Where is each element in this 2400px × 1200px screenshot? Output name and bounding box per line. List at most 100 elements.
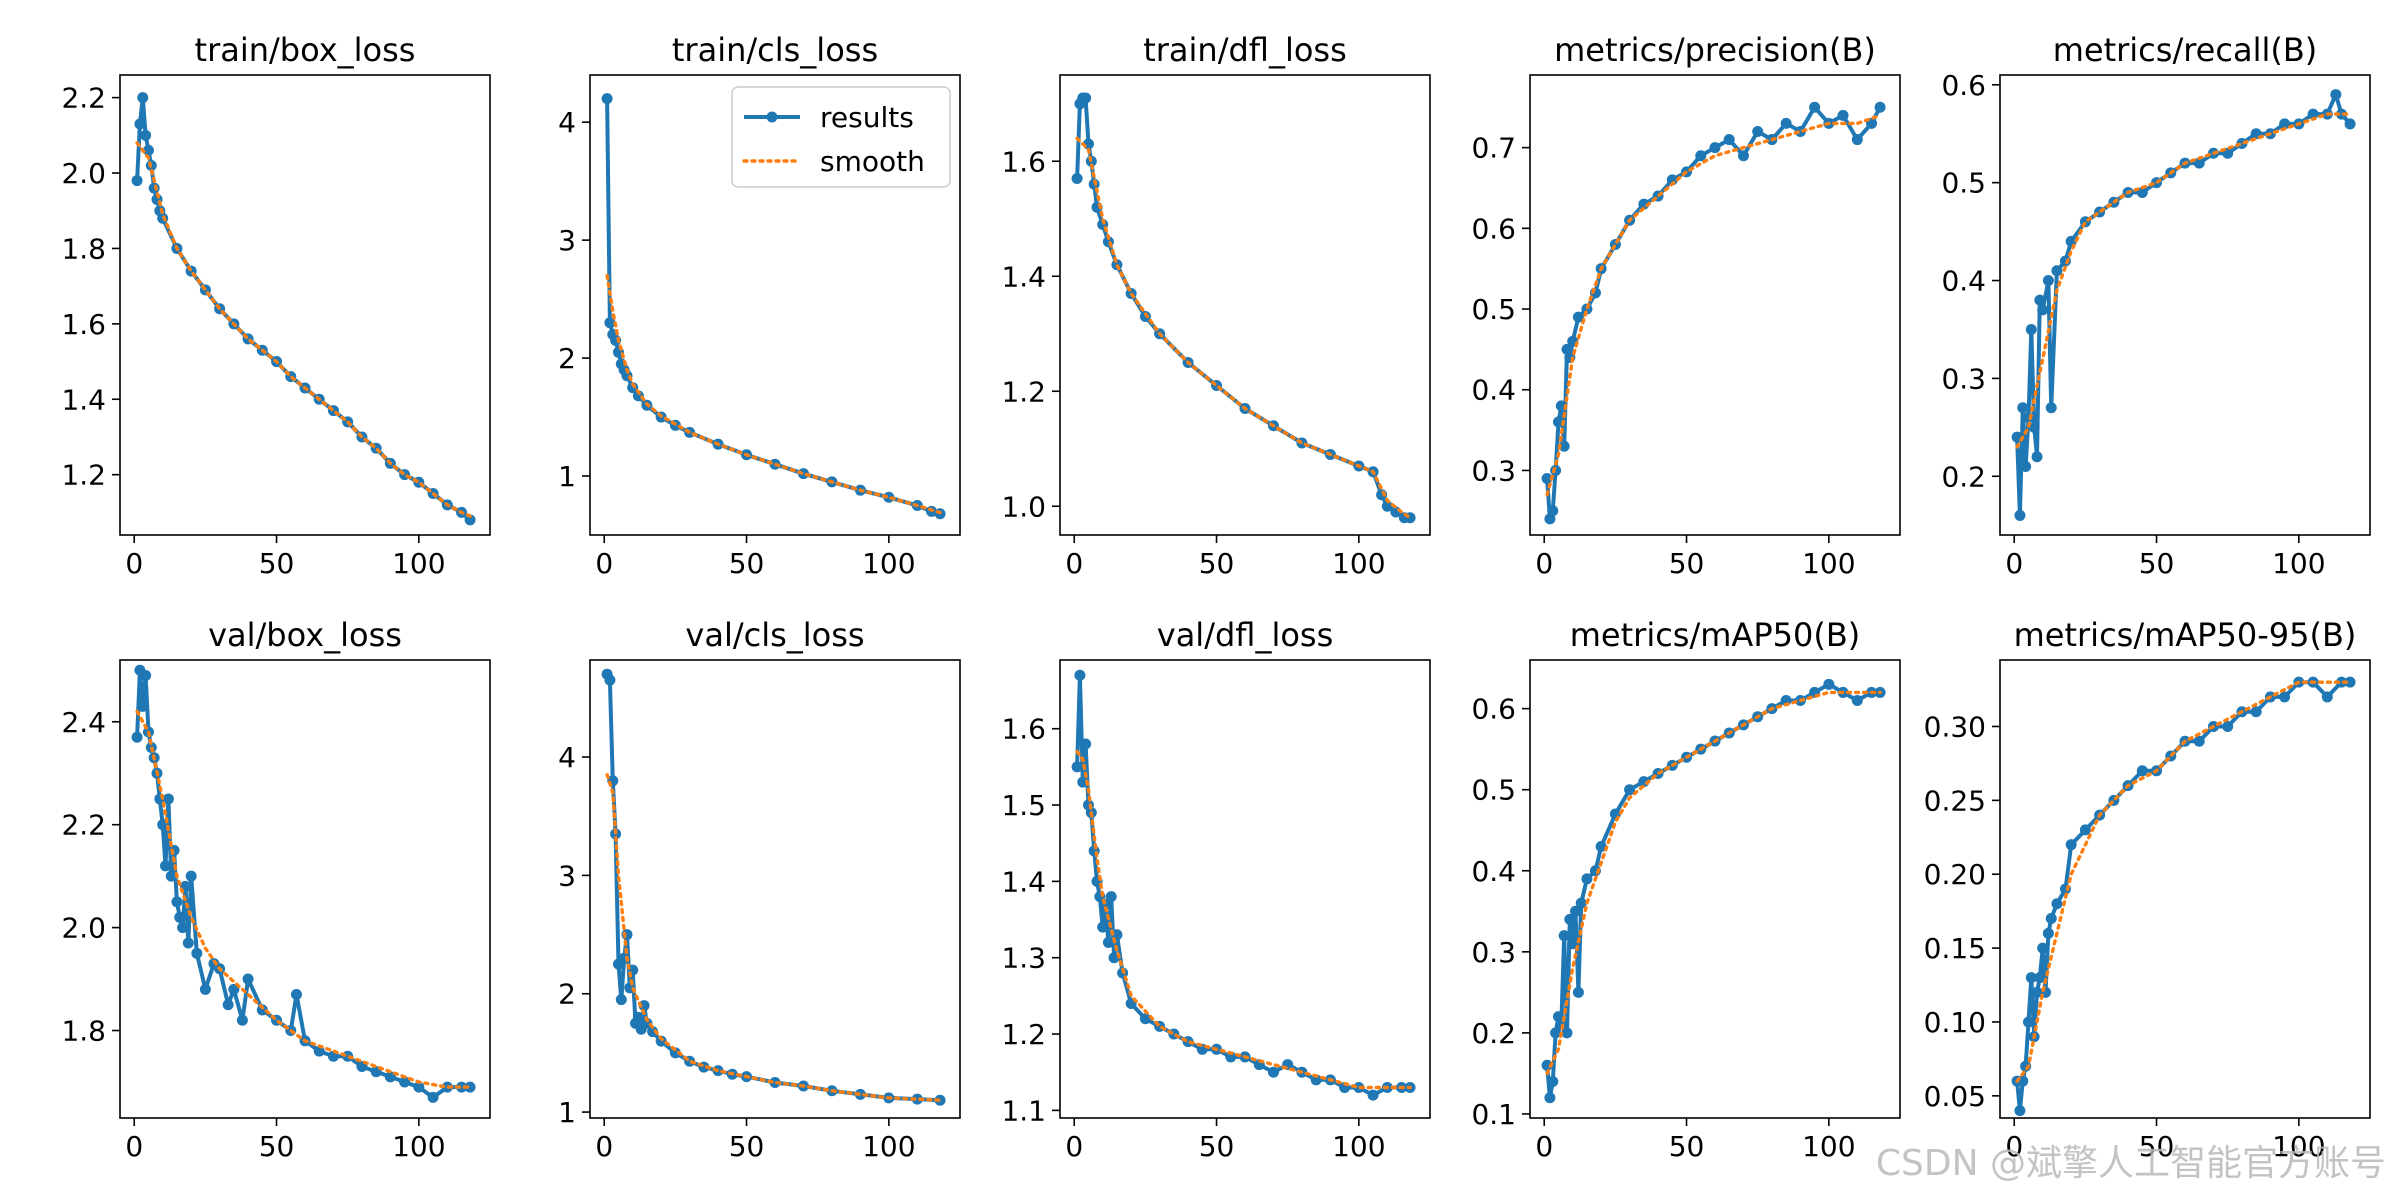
y-tick-label: 0.4 <box>1941 265 1986 298</box>
results-point <box>222 999 234 1011</box>
results-line <box>1545 105 1882 521</box>
results-point <box>171 896 183 908</box>
results-point <box>1794 125 1806 137</box>
results-point <box>1874 101 1886 113</box>
results-point <box>191 947 203 959</box>
results-point <box>2330 89 2342 101</box>
x-tick-label: 50 <box>2139 547 2175 580</box>
results-point <box>131 731 143 743</box>
results-point <box>2045 913 2057 925</box>
x-tick-label: 100 <box>2272 1130 2325 1163</box>
x-tick-label: 0 <box>2005 1130 2023 1163</box>
smooth-line <box>1545 113 1882 497</box>
results-point <box>1837 109 1849 121</box>
x-tick-label: 0 <box>595 1130 613 1163</box>
x-tick-label: 50 <box>1669 547 1705 580</box>
results-point <box>1581 873 1593 885</box>
axes-frame <box>119 74 491 536</box>
results-point <box>1097 921 1109 933</box>
results-point <box>1558 440 1570 452</box>
results-point <box>165 870 177 882</box>
results-point <box>2045 402 2057 414</box>
results-point <box>413 1081 425 1093</box>
results-point <box>627 382 639 394</box>
results-point <box>2051 898 2063 910</box>
y-tick-label: 1.3 <box>1001 942 1046 975</box>
results-point <box>2193 157 2205 169</box>
axes-frame <box>589 74 961 536</box>
y-tick-label: 1.4 <box>1001 865 1046 898</box>
x-tick-label: 50 <box>729 1130 765 1163</box>
axes-frame <box>119 659 491 1119</box>
results-point <box>1367 1089 1379 1101</box>
y-tick-label: 1.0 <box>1001 490 1046 523</box>
x-tick-label: 100 <box>1332 547 1385 580</box>
results-point <box>911 1093 923 1105</box>
results-point <box>1558 930 1570 942</box>
y-tick-label: 4 <box>558 106 576 139</box>
results-point <box>1823 678 1835 690</box>
chart-panel: train/box_loss 0 50 100 1.2 1.4 1.6 1.8 2.0 2.2 <box>61 31 491 580</box>
smooth-line <box>605 773 942 1102</box>
y-tick-label: 0.30 <box>1924 710 1986 743</box>
panel-title: val/box_loss <box>208 616 402 654</box>
smooth-line <box>1075 749 1412 1090</box>
results-point <box>2025 323 2037 335</box>
axes-frame <box>1529 74 1901 536</box>
y-tick-label: 0.10 <box>1924 1006 1986 1039</box>
y-tick-label: 2.2 <box>61 809 106 842</box>
y-tick-label: 1.2 <box>61 459 106 492</box>
x-tick-label: 100 <box>1802 1130 1855 1163</box>
y-tick-label: 1.4 <box>61 383 106 416</box>
results-point <box>2034 972 2046 984</box>
panel-title: metrics/precision(B) <box>1554 31 1876 69</box>
results-point <box>647 1026 659 1038</box>
results-point <box>2014 1105 2026 1117</box>
x-tick-label: 0 <box>1065 1130 1083 1163</box>
smooth-line <box>2015 680 2352 1083</box>
results-point <box>2014 509 2026 521</box>
results-point <box>2222 720 2234 732</box>
y-tick-label: 0.4 <box>1471 855 1516 888</box>
results-point <box>142 144 154 156</box>
panel-title: train/dfl_loss <box>1143 31 1347 69</box>
results-point <box>177 922 189 934</box>
results-point <box>131 175 143 187</box>
y-tick-label: 2 <box>558 342 576 375</box>
results-line <box>1075 96 1411 520</box>
results-point <box>638 1000 650 1012</box>
y-tick-label: 2.2 <box>61 82 106 115</box>
results-point <box>797 468 809 480</box>
results-point <box>1581 303 1593 315</box>
y-tick-label: 0.7 <box>1471 132 1516 165</box>
results-point <box>1071 761 1083 773</box>
y-tick-label: 1.6 <box>1001 145 1046 178</box>
results-point <box>199 983 211 995</box>
y-tick-label: 2.0 <box>61 912 106 945</box>
results-point <box>256 1004 268 1016</box>
results-point <box>174 911 186 923</box>
legend-results-label: results <box>820 101 914 134</box>
y-tick-label: 1.8 <box>61 232 106 265</box>
results-point <box>615 994 627 1006</box>
results-point <box>1267 1066 1279 1078</box>
y-tick-label: 2.4 <box>61 706 106 739</box>
results-point <box>160 860 172 872</box>
y-tick-label: 2 <box>558 978 576 1011</box>
results-point <box>1737 150 1749 162</box>
y-tick-label: 0.6 <box>1471 212 1516 245</box>
results-point <box>290 988 302 1000</box>
results-point <box>1780 117 1792 129</box>
chart-panel: val/box_loss 0 50 100 1.8 2.0 2.2 2.4 <box>61 616 491 1163</box>
results-point <box>2037 942 2049 954</box>
results-point <box>769 1076 781 1088</box>
results-point <box>1071 173 1083 184</box>
results-point <box>162 793 174 805</box>
chart-panel: train/cls_loss 0 50 100 1 2 3 4 results smooth <box>558 31 961 580</box>
x-tick-label: 50 <box>1199 547 1235 580</box>
results-point <box>1709 142 1721 154</box>
y-tick-label: 4 <box>558 741 576 774</box>
panel-title: train/box_loss <box>195 31 416 69</box>
x-tick-label: 0 <box>1535 547 1553 580</box>
results-line <box>2015 92 2352 518</box>
